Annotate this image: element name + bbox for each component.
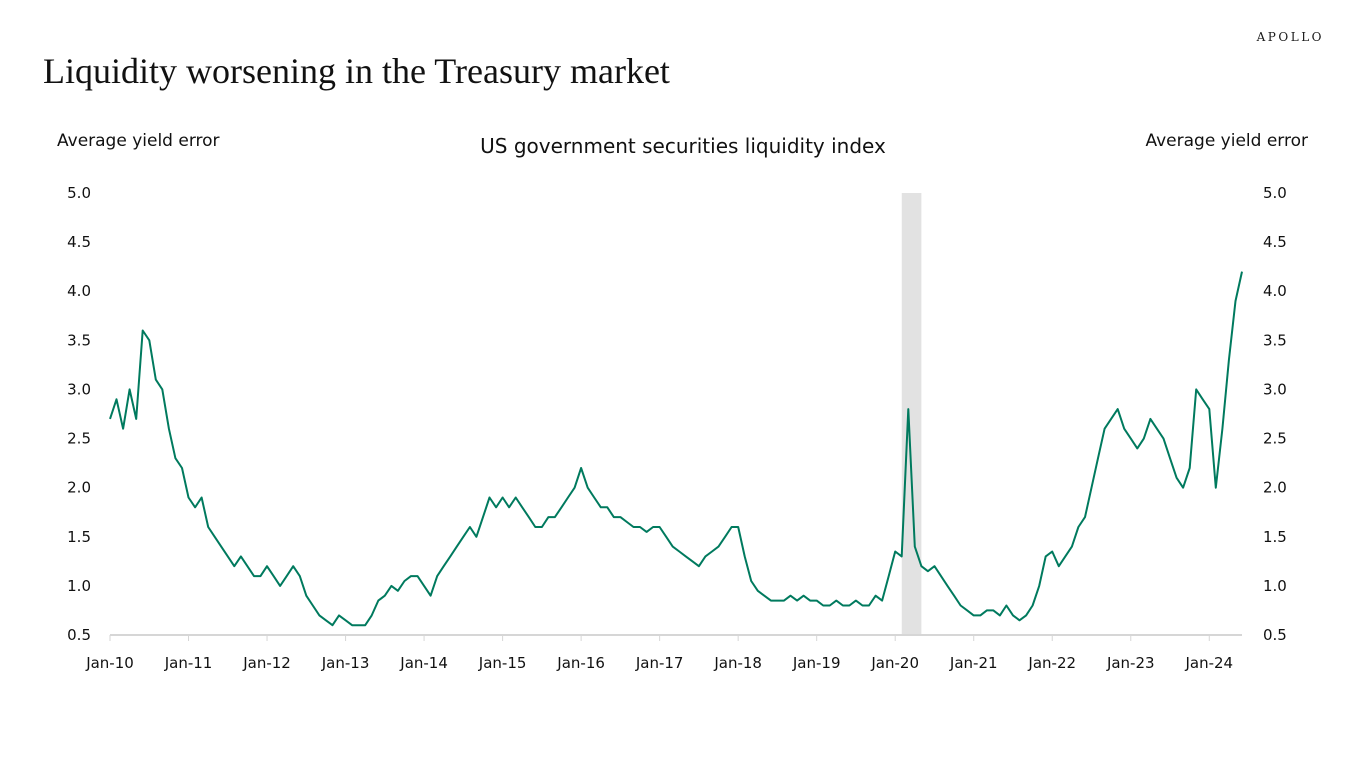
y-tick-label-left: 1.5: [67, 528, 91, 546]
x-tick-label: Jan-16: [556, 654, 605, 672]
y-tick-label-right: 1.5: [1263, 528, 1287, 546]
y-tick-label-right: 3.0: [1263, 380, 1287, 398]
x-tick-label: Jan-17: [635, 654, 684, 672]
x-tick-label: Jan-23: [1106, 654, 1155, 672]
recession-shade: [901, 193, 922, 635]
right-axis-title: Average yield error: [1145, 131, 1308, 151]
series-line: [109, 271, 1243, 627]
y-tick-label-right: 3.5: [1263, 331, 1287, 349]
x-tick-label: Jan-19: [792, 654, 841, 672]
y-tick-label-right: 4.0: [1263, 282, 1287, 300]
y-tick-label-right: 2.5: [1263, 430, 1287, 448]
brand-logo: APOLLO: [1256, 30, 1324, 44]
x-tick-label: Jan-12: [242, 654, 291, 672]
y-tick-label-left: 3.5: [67, 331, 91, 349]
left-axis-title: Average yield error: [57, 131, 220, 151]
y-tick-label-left: 4.5: [67, 233, 91, 251]
x-tick-label: Jan-14: [399, 654, 448, 672]
chart-title: US government securities liquidity index: [480, 134, 886, 158]
y-tick-label-left: 5.0: [67, 184, 91, 202]
x-tick-label: Jan-18: [713, 654, 762, 672]
x-tick-label: Jan-24: [1184, 654, 1233, 672]
y-tick-label-left: 2.0: [67, 479, 91, 497]
x-tick-label: Jan-13: [321, 654, 370, 672]
y-tick-label-left: 4.0: [67, 282, 91, 300]
y-tick-label-right: 1.0: [1263, 577, 1287, 595]
x-tick-label: Jan-22: [1027, 654, 1076, 672]
y-tick-label-left: 2.5: [67, 430, 91, 448]
y-tick-label-right: 2.0: [1263, 479, 1287, 497]
y-tick-label-right: 0.5: [1263, 626, 1287, 644]
x-tick-label: Jan-20: [870, 654, 919, 672]
y-tick-label-right: 4.5: [1263, 233, 1287, 251]
x-tick-label: Jan-10: [85, 654, 134, 672]
x-tick-label: Jan-11: [164, 654, 213, 672]
y-tick-label-left: 1.0: [67, 577, 91, 595]
y-tick-label-right: 5.0: [1263, 184, 1287, 202]
y-tick-label-left: 0.5: [67, 626, 91, 644]
x-tick-label: Jan-21: [949, 654, 998, 672]
x-tick-label: Jan-15: [478, 654, 527, 672]
page-title: Liquidity worsening in the Treasury mark…: [43, 51, 670, 91]
y-tick-label-left: 3.0: [67, 380, 91, 398]
